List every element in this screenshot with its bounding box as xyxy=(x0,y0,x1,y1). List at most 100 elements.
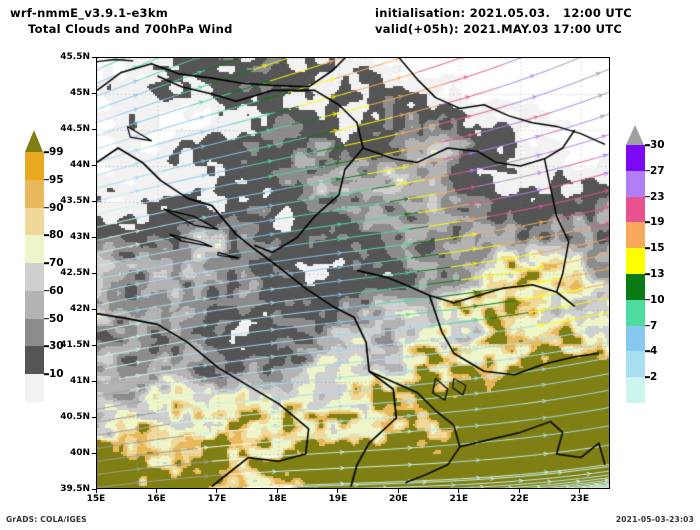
colorbar-tick xyxy=(645,247,650,249)
y-tick-mark xyxy=(92,380,96,382)
colorbar-tick-label: 4 xyxy=(650,345,658,358)
colorbar-tick xyxy=(645,299,650,301)
x-tick-label: 23E xyxy=(570,494,590,504)
colorbar-segment xyxy=(25,290,44,319)
y-tick-label: 41.5N xyxy=(60,340,90,350)
y-tick-mark xyxy=(92,200,96,202)
y-tick-label: 43N xyxy=(69,232,90,242)
initialisation-time: initialisation: 2021.05.03. 12:00 UTC xyxy=(375,6,632,20)
colorbar-tick xyxy=(645,195,650,198)
y-tick-mark xyxy=(92,236,96,238)
x-tick-label: 16E xyxy=(147,494,166,504)
y-tick-mark xyxy=(92,344,96,346)
colorbar-total-cloud-cover: 99 95 90 80 70 60 50 30 10 xyxy=(25,130,64,424)
y-tick-label: 45N xyxy=(69,88,90,98)
colorbar-over-arrow xyxy=(25,130,43,152)
colorbar-tick-label: 50 xyxy=(49,312,64,325)
y-tick-mark xyxy=(92,452,96,454)
y-tick-mark xyxy=(92,308,96,310)
x-tick-mark xyxy=(579,489,581,493)
y-tick-label: 43.5N xyxy=(60,196,90,206)
x-tick-label: 15E xyxy=(86,494,106,504)
colorbar-tick-label: 60 xyxy=(49,284,64,297)
colorbar-wind-speed: 30 27 23 19 15 13 10 7 4 2 xyxy=(626,125,665,423)
x-tick-mark xyxy=(337,489,339,493)
y-tick-label: 45.5N xyxy=(60,52,90,62)
colorbar-tick xyxy=(44,206,49,209)
colorbar-tick xyxy=(645,376,650,378)
colorbar-tick-label: 23 xyxy=(650,190,665,203)
colorbar-tick-label: 2 xyxy=(650,371,658,384)
colorbar-tick-label: 99 xyxy=(49,146,64,158)
model-title: wrf-nmmE_v3.9.1-e3km xyxy=(10,6,169,20)
valid-time: valid(+05h): 2021.MAY.03 17:00 UTC xyxy=(375,22,623,36)
footer-timestamp: 2021-05-03-23:03 xyxy=(615,515,694,524)
x-tick-label: 17E xyxy=(207,494,227,504)
colorbar-tick-label: 30 xyxy=(650,139,665,151)
colorbar-tick-label: 95 xyxy=(49,173,64,186)
y-tick-mark xyxy=(92,416,96,418)
colorbar-segment xyxy=(25,235,44,264)
colorbar-segment xyxy=(626,351,645,378)
colorbar-tick xyxy=(44,178,49,181)
footer-credit: GrADS: COLA/IGES xyxy=(6,515,87,524)
x-tick-label: 21E xyxy=(449,494,469,504)
colorbar-tick xyxy=(44,234,49,237)
colorbar-segment xyxy=(626,196,645,223)
colorbar-segment xyxy=(25,179,44,208)
colorbar-tick xyxy=(44,345,49,348)
colorbar-segment xyxy=(626,325,645,352)
y-tick-label: 44N xyxy=(69,160,90,170)
colorbar-segment xyxy=(626,273,645,300)
colorbar-segment xyxy=(626,299,645,326)
colorbar-tick-label: 80 xyxy=(49,229,64,242)
y-tick-label: 44.5N xyxy=(60,124,90,134)
colorbar-segment xyxy=(626,248,645,274)
y-tick-label: 42N xyxy=(69,304,90,314)
y-tick-mark xyxy=(92,56,96,58)
colorbar-tick-label: 19 xyxy=(650,216,665,229)
colorbar-segments xyxy=(626,145,645,403)
weather-map-canvas xyxy=(97,58,609,488)
colorbar-tick-label: 10 xyxy=(49,368,64,381)
y-tick-mark xyxy=(92,272,96,274)
colorbar-tick-label: 70 xyxy=(49,257,64,270)
y-tick-mark xyxy=(92,128,96,130)
colorbar-tick-label: 13 xyxy=(650,268,665,280)
colorbar-tick xyxy=(645,273,650,275)
y-tick-label: 39.5N xyxy=(60,484,90,494)
x-tick-mark xyxy=(216,489,218,493)
colorbar-tick xyxy=(645,324,650,327)
field-title: Total Clouds and 700hPa Wind xyxy=(28,22,233,36)
colorbar-segment xyxy=(626,377,645,403)
colorbar-tick-label: 27 xyxy=(650,164,665,177)
colorbar-segment xyxy=(25,374,44,402)
map-plot-area[interactable] xyxy=(96,57,610,489)
y-tick-label: 42.5N xyxy=(60,268,90,278)
y-tick-label: 41N xyxy=(69,376,90,386)
colorbar-tick xyxy=(44,317,49,320)
y-tick-label: 40.5N xyxy=(60,412,90,422)
colorbar-tick-label: 30 xyxy=(49,340,64,353)
x-tick-label: 22E xyxy=(509,494,529,504)
colorbar-segment xyxy=(25,207,44,236)
y-tick-mark xyxy=(92,92,96,94)
colorbar-segment xyxy=(25,318,44,347)
colorbar-tick-label: 15 xyxy=(650,242,665,255)
colorbar-tick xyxy=(44,373,49,376)
x-tick-mark xyxy=(458,489,460,493)
colorbar-segment xyxy=(626,170,645,197)
y-tick-label: 40N xyxy=(69,448,90,458)
colorbar-segment xyxy=(626,145,645,171)
colorbar-segment xyxy=(25,152,44,180)
x-tick-mark xyxy=(155,489,157,493)
x-tick-label: 19E xyxy=(328,494,348,504)
colorbar-tick-label: 7 xyxy=(650,319,658,332)
x-tick-mark xyxy=(95,489,97,493)
colorbar-under-arrow xyxy=(626,402,644,423)
colorbar-tick xyxy=(645,170,650,172)
colorbar-tick xyxy=(44,262,49,264)
colorbar-tick xyxy=(44,290,49,292)
colorbar-segment xyxy=(25,346,44,375)
colorbar-segment xyxy=(626,222,645,249)
